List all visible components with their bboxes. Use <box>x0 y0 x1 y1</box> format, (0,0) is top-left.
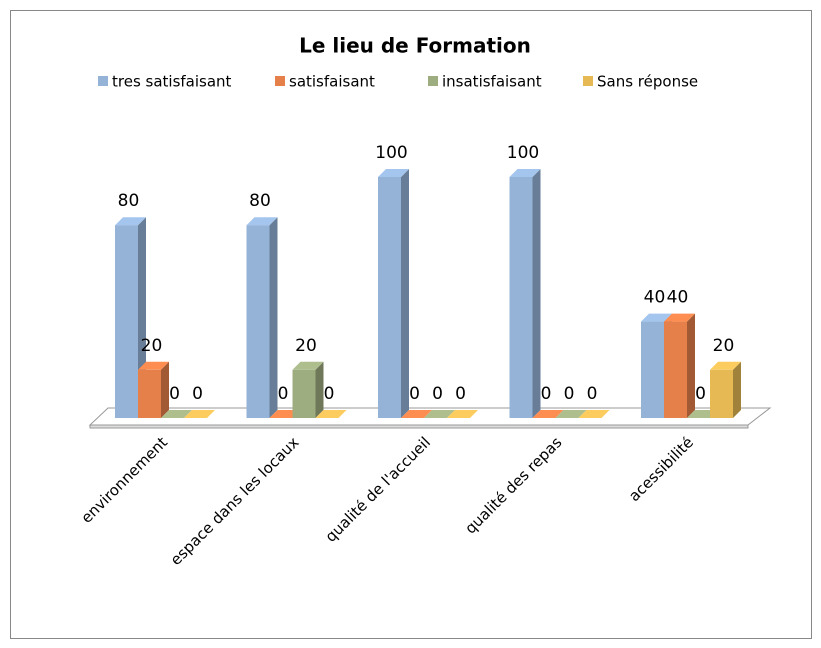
bar-top <box>292 361 324 370</box>
legend-label: satisfaisant <box>289 73 375 91</box>
bar-front <box>292 369 316 418</box>
bar-top <box>161 410 192 418</box>
bar-side <box>315 361 324 418</box>
bar-top <box>315 410 347 418</box>
bar <box>184 410 215 418</box>
bar-front <box>710 369 733 418</box>
bar-top <box>641 313 672 322</box>
bar-top <box>710 361 741 370</box>
bar-side <box>733 361 741 418</box>
legend-swatch <box>98 76 108 86</box>
bar <box>447 410 478 418</box>
bar-front <box>641 321 664 418</box>
bar <box>138 361 169 418</box>
legend-swatch <box>428 76 438 86</box>
bar <box>509 169 541 418</box>
data-label: 0 <box>432 384 443 404</box>
bar-front <box>138 369 161 418</box>
bar <box>532 410 564 418</box>
legend-label: tres satisfaisant <box>112 73 232 91</box>
bar <box>578 410 610 418</box>
data-label: 20 <box>713 336 735 356</box>
bar-top <box>509 169 541 177</box>
legend-swatch <box>275 76 285 86</box>
bar <box>315 410 347 418</box>
legend-label: Sans réponse <box>597 73 698 91</box>
bar-top <box>246 217 278 226</box>
bar <box>246 217 278 418</box>
bar-top <box>532 410 564 418</box>
data-label: 0 <box>324 384 335 404</box>
bar-top <box>578 410 610 418</box>
bar-side <box>687 313 695 418</box>
bar-top <box>664 313 695 322</box>
chart-title: Le lieu de Formation <box>299 34 531 58</box>
bar-top <box>115 217 146 226</box>
bar-top <box>401 410 432 418</box>
bar-front <box>115 225 138 418</box>
data-label: 100 <box>507 143 539 163</box>
data-label: 20 <box>295 336 317 356</box>
floor-edge <box>89 424 749 429</box>
bar-top <box>138 361 169 370</box>
data-label: 0 <box>278 384 289 404</box>
bar <box>378 169 409 418</box>
data-label: 80 <box>118 191 140 211</box>
bar <box>710 361 741 418</box>
bar-front <box>378 177 401 418</box>
bar-top <box>378 169 409 177</box>
bar-front <box>664 321 687 418</box>
bar <box>401 410 432 418</box>
data-label: 40 <box>644 288 666 308</box>
data-label: 20 <box>141 336 163 356</box>
data-label: 0 <box>587 384 598 404</box>
bar <box>555 410 587 418</box>
data-label: 0 <box>564 384 575 404</box>
legend-label: insatisfaisant <box>442 73 542 91</box>
bar-side <box>532 169 541 418</box>
bar <box>424 410 455 418</box>
data-label: 80 <box>249 191 271 211</box>
data-label: 100 <box>375 143 407 163</box>
data-label: 40 <box>667 288 689 308</box>
bar <box>664 313 695 418</box>
data-label: 0 <box>409 384 420 404</box>
data-label: 0 <box>169 384 180 404</box>
data-label: 0 <box>695 384 706 404</box>
bar-side <box>401 169 409 418</box>
bar <box>161 410 192 418</box>
bar-top <box>447 410 478 418</box>
legend-swatch <box>583 76 593 86</box>
bar-side <box>161 361 169 418</box>
bar-front <box>509 177 533 418</box>
data-label: 0 <box>192 384 203 404</box>
bar-side <box>269 217 278 418</box>
data-label: 0 <box>541 384 552 404</box>
bar <box>292 361 324 418</box>
bar-top <box>424 410 455 418</box>
data-label: 0 <box>455 384 466 404</box>
bar-front <box>246 225 270 418</box>
bar-top <box>184 410 215 418</box>
bar-top <box>555 410 587 418</box>
